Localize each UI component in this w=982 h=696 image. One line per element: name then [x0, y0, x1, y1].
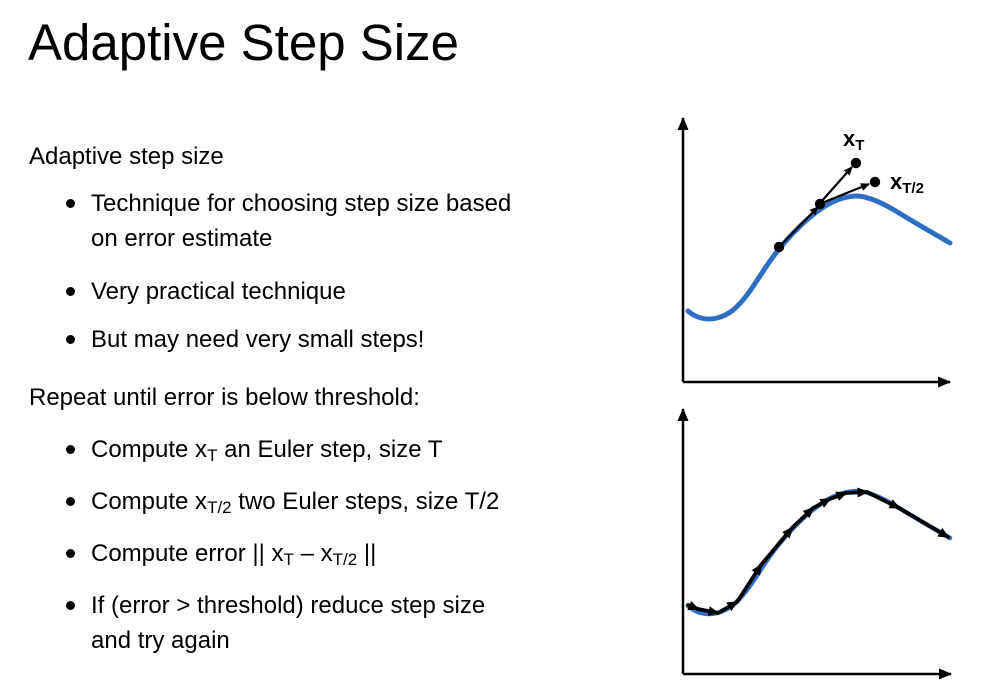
- bullet-item: Compute xT an Euler step, size T: [66, 432, 442, 473]
- bullet-line: Technique for choosing step size based: [91, 190, 512, 217]
- text-segment: an Euler step, size T: [217, 436, 443, 463]
- subscript: T/2: [207, 498, 232, 517]
- text-segment: Compute x: [91, 436, 208, 463]
- solution-curve: [685, 488, 953, 617]
- text-segment: Compute x: [91, 488, 208, 515]
- bullet-line: If (error > threshold) reduce step size: [91, 592, 486, 619]
- bullet-text: Technique for choosing step size based on…: [91, 186, 511, 256]
- state-label: xT: [843, 126, 864, 154]
- euler-step-arrow: [716, 600, 739, 615]
- solution-curve: [685, 193, 953, 322]
- text-segment: ||: [357, 540, 377, 567]
- slide-title: Adaptive Step Size: [28, 14, 459, 71]
- euler-step-arrow: [696, 606, 720, 617]
- euler-step-arrow: [735, 563, 763, 604]
- lower-euler-diagram: [677, 408, 953, 680]
- bullet-item: If (error > threshold) reduce step size a…: [66, 588, 485, 658]
- bullet-item: Very practical technique: [66, 274, 346, 309]
- bullet-item: Compute xT/2 two Euler steps, size T/2: [66, 484, 499, 525]
- euler-step-arrow: [790, 506, 815, 530]
- bullet-marker: [66, 601, 75, 610]
- bullet-text: But may need very small steps!: [91, 326, 425, 353]
- state-dot: [850, 157, 862, 169]
- bullet-item: But may need very small steps!: [66, 322, 424, 357]
- bullet-marker: [66, 445, 75, 454]
- bullet-text: Compute xT an Euler step, size T: [91, 432, 442, 473]
- bullet-text: Compute error || xT – xT/2 ||: [91, 536, 376, 577]
- text-segment: Compute error || x: [91, 540, 284, 567]
- text-segment: two Euler steps, size T/2: [231, 488, 500, 515]
- euler-step-arrow: [759, 526, 794, 567]
- euler-step-arrow: [844, 487, 869, 498]
- intro-heading: Adaptive step size: [29, 143, 224, 170]
- state-dot: [814, 198, 826, 210]
- bottom-diagram-content: [685, 487, 953, 617]
- bullet-marker: [66, 549, 75, 558]
- state-dot: [869, 176, 881, 188]
- bullet-marker: [66, 199, 75, 208]
- bullet-item: Compute error || xT – xT/2 ||: [66, 536, 376, 577]
- euler-step-arrow: [820, 166, 853, 203]
- euler-step-arrow: [821, 182, 870, 205]
- subscript: T: [283, 550, 294, 569]
- upper-euler-diagram: xT xT/2: [677, 117, 953, 388]
- bullet-marker: [66, 287, 75, 296]
- top-diagram-content: xT xT/2: [685, 126, 953, 322]
- bullet-item: Technique for choosing step size based on…: [66, 186, 511, 256]
- state-label: xT/2: [890, 169, 924, 197]
- bullet-line: and try again: [91, 627, 230, 654]
- euler-step-arrow: [897, 506, 950, 539]
- bullet-text: Compute xT/2 two Euler steps, size T/2: [91, 484, 499, 525]
- bullet-line: on error estimate: [91, 225, 273, 252]
- euler-step-arrow: [811, 497, 832, 510]
- subscript: T/2: [332, 550, 358, 569]
- euler-step-arrow: [865, 490, 901, 510]
- euler-step-arrow: [828, 491, 848, 502]
- bullet-text: Very practical technique: [91, 278, 346, 305]
- subscript: T: [207, 446, 218, 465]
- text-segment: – x: [293, 540, 333, 567]
- bullet-marker: [66, 335, 75, 344]
- bullet-text: If (error > threshold) reduce step size a…: [91, 588, 485, 658]
- state-dot: [773, 241, 785, 253]
- bullet-marker: [66, 497, 75, 506]
- euler-step-arrow: [778, 206, 819, 248]
- repeat-heading: Repeat until error is below threshold:: [29, 384, 420, 411]
